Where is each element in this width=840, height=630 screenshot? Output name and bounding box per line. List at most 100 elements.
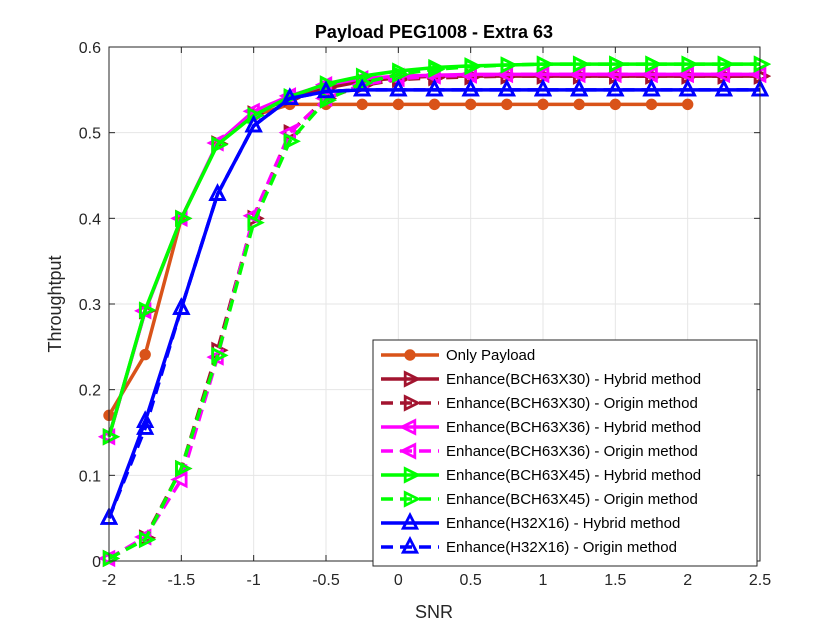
legend-label: Enhance(BCH63X36) - Origin method bbox=[446, 443, 698, 460]
data-point bbox=[536, 55, 555, 73]
legend-item: Enhance(H32X16) - Origin method bbox=[381, 535, 677, 556]
data-point bbox=[461, 78, 480, 97]
data-point bbox=[136, 417, 155, 435]
x-tick-label: -1 bbox=[247, 572, 261, 589]
legend-label: Enhance(H32X16) - Origin method bbox=[446, 539, 677, 556]
legend-label: Enhance(BCH63X45) - Origin method bbox=[446, 491, 698, 508]
data-point bbox=[102, 428, 121, 446]
data-point bbox=[170, 470, 188, 489]
data-point bbox=[537, 98, 549, 111]
legend-swatch-marker bbox=[403, 370, 422, 388]
data-point bbox=[139, 348, 151, 361]
data-point bbox=[428, 60, 446, 78]
data-point bbox=[389, 78, 408, 97]
legend-swatch-marker bbox=[403, 466, 422, 484]
data-point bbox=[676, 65, 694, 84]
data-point bbox=[645, 55, 663, 73]
legend-item: Enhance(BCH63X36) - Origin method bbox=[381, 442, 698, 460]
data-point bbox=[392, 65, 410, 84]
data-point bbox=[175, 209, 193, 227]
data-point bbox=[428, 98, 441, 111]
x-axis-title: SNR bbox=[415, 602, 453, 622]
legend-label: Enhance(BCH63X30) - Hybrid method bbox=[446, 371, 701, 388]
x-tick-label: 2.5 bbox=[749, 572, 771, 589]
data-point bbox=[568, 65, 586, 84]
legend-label: Only Payload bbox=[446, 347, 535, 364]
legend: Only Payload Enhance(BCH63X30) - Hybrid m… bbox=[372, 339, 758, 567]
data-point bbox=[208, 183, 227, 201]
data-point bbox=[606, 78, 625, 97]
data-point bbox=[748, 65, 767, 84]
legend-item: Enhance(H32X16) - Hybrid method bbox=[381, 511, 680, 532]
data-point bbox=[533, 78, 553, 97]
data-point bbox=[642, 78, 661, 97]
data-point bbox=[175, 459, 193, 478]
data-point bbox=[712, 65, 731, 84]
data-point bbox=[753, 55, 772, 73]
x-tick-label: -2 bbox=[102, 572, 116, 589]
y-tick-label: 0.3 bbox=[79, 297, 101, 314]
x-tick-label: 1.5 bbox=[604, 572, 626, 589]
legend-swatch-marker bbox=[398, 418, 417, 436]
data-point bbox=[425, 78, 444, 97]
data-point bbox=[501, 98, 513, 111]
series-line bbox=[107, 88, 760, 519]
legend-swatch-marker bbox=[404, 349, 416, 361]
y-tick-label: 0.4 bbox=[79, 211, 101, 228]
data-point bbox=[570, 78, 589, 97]
legend-item: Enhance(BCH63X30) - Hybrid method bbox=[381, 370, 701, 388]
chart-title: Payload PEG1008 - Extra 63 bbox=[315, 22, 553, 42]
data-point bbox=[244, 114, 263, 133]
data-point bbox=[681, 98, 694, 111]
x-tick-label: 0 bbox=[394, 572, 403, 589]
data-point bbox=[247, 213, 265, 232]
series-line bbox=[108, 62, 760, 560]
data-point bbox=[211, 346, 229, 365]
y-tick-label: 0.2 bbox=[79, 383, 101, 400]
legend-label: Enhance(BCH63X30) - Origin method bbox=[446, 395, 698, 412]
x-tick-label: 0.5 bbox=[460, 572, 482, 589]
legend-label: Enhance(BCH63X45) - Hybrid method bbox=[446, 467, 701, 484]
y-tick-label: 0.6 bbox=[79, 40, 101, 57]
legend-swatch-marker bbox=[403, 490, 422, 508]
legend-label: Enhance(BCH63X36) - Hybrid method bbox=[446, 419, 701, 436]
data-point bbox=[609, 55, 627, 73]
data-point bbox=[172, 297, 191, 315]
data-point bbox=[531, 65, 550, 84]
legend-item: Enhance(BCH63X45) - Origin method bbox=[381, 490, 698, 508]
data-point bbox=[609, 98, 622, 111]
data-point bbox=[138, 301, 157, 319]
data-point bbox=[573, 98, 585, 111]
x-tick-label: -0.5 bbox=[312, 572, 340, 589]
data-point bbox=[280, 87, 299, 105]
legend-swatch-marker bbox=[398, 442, 417, 460]
y-axis-title: Throughtput bbox=[45, 255, 65, 352]
data-point bbox=[464, 98, 477, 111]
data-point bbox=[572, 55, 591, 73]
series-9 bbox=[99, 78, 770, 525]
legend-swatch-marker bbox=[400, 535, 420, 554]
legend-label: Enhance(H32X16) - Hybrid method bbox=[446, 515, 680, 532]
data-point bbox=[640, 65, 658, 84]
series-group bbox=[97, 55, 772, 568]
data-point bbox=[353, 78, 372, 97]
y-tick-label: 0.1 bbox=[79, 468, 101, 485]
data-point bbox=[211, 135, 229, 154]
y-tick-label: 0 bbox=[92, 554, 101, 571]
data-point bbox=[681, 55, 699, 73]
data-point bbox=[714, 78, 733, 97]
data-point bbox=[97, 428, 116, 446]
data-point bbox=[497, 78, 516, 97]
data-point bbox=[138, 530, 157, 549]
data-point bbox=[97, 549, 116, 568]
data-point bbox=[645, 98, 658, 111]
data-point bbox=[102, 549, 121, 568]
data-point bbox=[500, 56, 518, 74]
x-tick-label: 1 bbox=[539, 572, 548, 589]
legend-swatch-marker bbox=[400, 511, 420, 530]
data-point bbox=[464, 58, 482, 76]
legend-item: Enhance(BCH63X30) - Origin method bbox=[381, 394, 698, 412]
data-point bbox=[283, 132, 301, 150]
legend-item: Enhance(BCH63X36) - Hybrid method bbox=[381, 418, 701, 436]
